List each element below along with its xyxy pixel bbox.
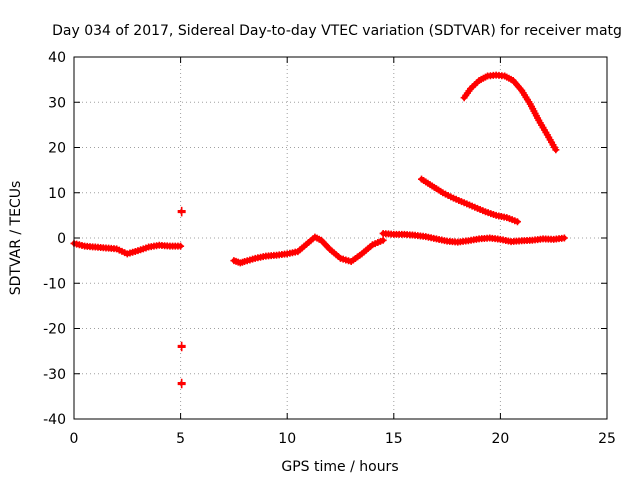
data-point	[513, 218, 521, 226]
data-point	[552, 146, 560, 154]
axis-ticks: 0 5 10 15 20 25 40 30 20 10 0 -10 -20 -30 -40	[43, 50, 616, 447]
x-tick-label: 5	[176, 431, 185, 447]
x-tick-label: 20	[491, 431, 509, 447]
y-tick-label: 20	[48, 141, 66, 157]
x-tick-label: 0	[70, 431, 79, 447]
y-tick-label: 10	[48, 186, 66, 202]
grid-lines	[74, 57, 607, 419]
y-tick-label: -20	[43, 322, 66, 338]
x-tick-label: 10	[278, 431, 296, 447]
series-trace-arc-high	[461, 72, 559, 153]
x-tick-label: 25	[598, 431, 616, 447]
data-point	[379, 236, 387, 244]
y-axis-title: SDTVAR / TECUs	[8, 181, 24, 296]
y-tick-label: 0	[57, 231, 66, 247]
y-tick-label: -30	[43, 367, 66, 383]
chart-title: Day 034 of 2017, Sidereal Day-to-day VTE…	[52, 23, 622, 39]
x-tick-label: 15	[385, 431, 403, 447]
data-point	[560, 234, 568, 242]
data-point	[177, 208, 186, 217]
data-point	[177, 343, 186, 352]
y-tick-label: -40	[43, 412, 66, 428]
y-tick-label: 30	[48, 95, 66, 111]
data-points	[70, 71, 568, 389]
data-point	[177, 242, 185, 250]
y-tick-label: -10	[43, 276, 66, 292]
data-point	[177, 380, 186, 389]
x-axis-title: GPS time / hours	[281, 459, 398, 475]
y-tick-label: 40	[48, 50, 66, 66]
